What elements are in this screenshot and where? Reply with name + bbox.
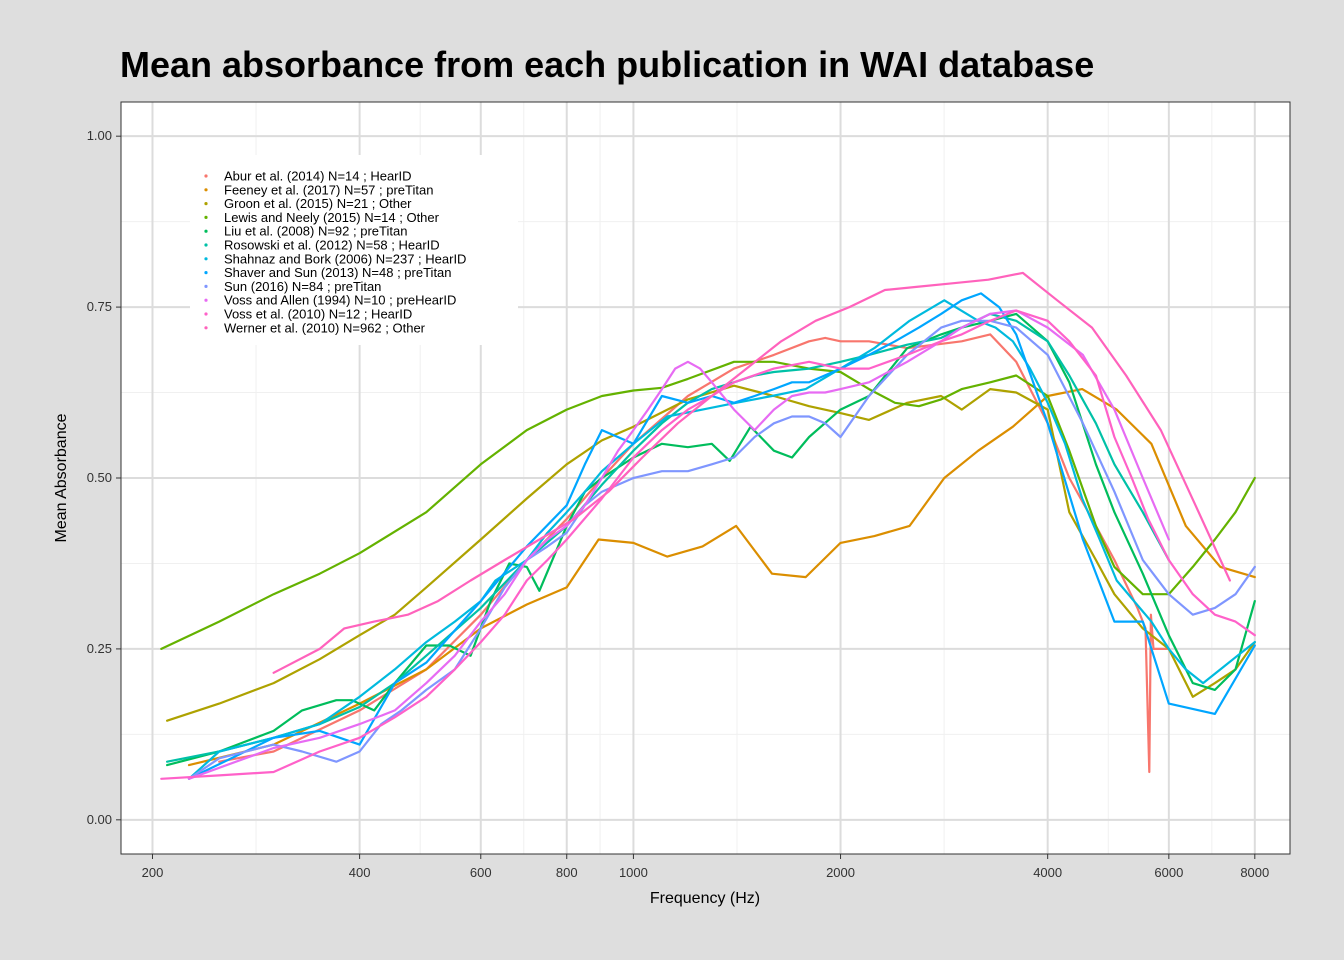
legend-key (204, 215, 208, 219)
series-line-11 (160, 309, 1256, 780)
series-line-4 (160, 360, 1256, 651)
legend-label: Werner et al. (2010) N=962 ; Other (224, 320, 426, 335)
x-tick-label: 400 (349, 865, 371, 880)
axis-layer: 200 400 600 800 1000 2000 4000 6000 8000 0.00 0.25… (87, 128, 1270, 880)
legend-label: Lewis and Neely (2015) N=14 ; Other (224, 210, 440, 225)
series-line-9 (187, 319, 1256, 780)
legend-key (204, 229, 208, 233)
chart-title: Mean absorbance from each publication in… (120, 44, 1095, 85)
series-line-3 (166, 384, 1256, 722)
legend-label: Rosowski et al. (2012) N=58 ; HearID (224, 238, 440, 253)
series-line-12 (272, 271, 1232, 674)
y-tick-label: 0.25 (87, 641, 112, 656)
legend-label: Feeney et al. (2017) N=57 ; preTitan (224, 182, 433, 197)
legend-label: Shahnaz and Bork (2006) N=237 ; HearID (224, 251, 466, 266)
x-axis-label: Frequency (Hz) (650, 890, 760, 907)
y-axis-label: Mean Absorbance (53, 413, 70, 542)
legend-key (204, 174, 208, 178)
y-tick-label: 0.75 (87, 299, 112, 314)
legend-label: Sun (2016) N=84 ; preTitan (224, 279, 381, 294)
legend-key (204, 284, 208, 288)
x-tick-label: 2000 (826, 865, 855, 880)
legend-key (204, 271, 208, 275)
legend-key (204, 298, 208, 302)
x-tick-label: 200 (142, 865, 164, 880)
legend-label: Shaver and Sun (2013) N=48 ; preTitan (224, 265, 452, 280)
legend-label: Liu et al. (2008) N=92 ; preTitan (224, 224, 407, 239)
y-tick-label: 0.50 (87, 470, 112, 485)
x-tick-label: 6000 (1154, 865, 1183, 880)
x-tick-label: 800 (556, 865, 578, 880)
legend-key (204, 326, 208, 330)
series-line-8 (187, 292, 1256, 780)
y-tick-label: 1.00 (87, 128, 112, 143)
legend-label: Voss and Allen (1994) N=10 ; preHearID (224, 293, 456, 308)
legend-key (204, 312, 208, 316)
legend-background (190, 155, 518, 345)
legend-key (204, 257, 208, 261)
x-tick-label: 600 (470, 865, 492, 880)
series-line-5 (166, 312, 1256, 767)
series-line-10 (187, 309, 1170, 780)
series-line-7 (187, 299, 1256, 780)
legend-key (204, 202, 208, 206)
legend-key (204, 243, 208, 247)
x-tick-label: 4000 (1033, 865, 1062, 880)
x-tick-label: 1000 (619, 865, 648, 880)
legend-label: Abur et al. (2014) N=14 ; HearID (224, 169, 412, 184)
series-layer (160, 271, 1256, 780)
legend-label: Voss et al. (2010) N=12 ; HearID (224, 307, 412, 322)
legend-label: Groon et al. (2015) N=21 ; Other (224, 196, 412, 211)
x-tick-label: 8000 (1240, 865, 1269, 880)
y-tick-label: 0.00 (87, 812, 112, 827)
legend-key (204, 188, 208, 192)
